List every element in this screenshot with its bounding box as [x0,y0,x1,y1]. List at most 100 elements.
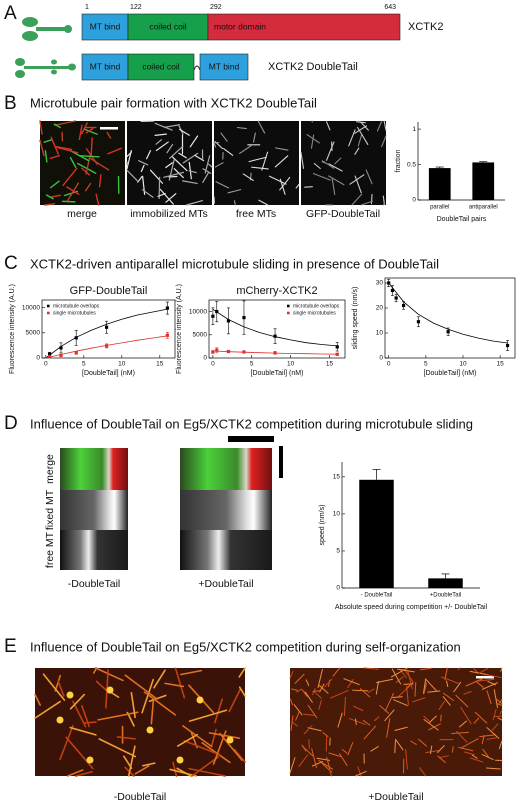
filament [227,189,242,194]
filament [106,131,112,139]
row-label: fixed MT [44,489,56,530]
legend-label: microtubule overlaps [293,303,340,309]
filament [362,719,371,726]
filament [94,667,124,682]
x-tick-label: antiparallel [469,205,498,211]
image-label: free MTs [236,208,276,220]
filament [453,681,462,693]
x-tick-label: 10 [459,361,467,368]
kymograph [60,530,128,570]
filament [476,681,484,688]
filament [313,691,322,699]
y-tick-label: 10000 [189,308,207,315]
filament [92,667,98,674]
data-point [211,314,215,318]
kymograph [60,448,128,490]
construct-name: XCTK2 DoubleTail [268,61,358,73]
filament [414,682,417,697]
y-tick-label: 10 [376,330,384,337]
filament [405,749,408,770]
filament [84,182,92,192]
filament [376,120,383,132]
image-label: immobilized MTs [130,208,208,220]
filament [66,186,80,195]
domain-label: MT bind [90,61,121,71]
filament [134,765,150,775]
filament [204,155,211,174]
filament [478,667,489,674]
panel-title: Microtubule pair formation with XCTK2 Do… [30,95,317,110]
x-tick-label: 0 [211,361,215,368]
residue-number: 122 [130,4,142,11]
legend-marker [47,304,50,308]
filament [481,753,494,761]
filament [354,770,367,777]
error-bar [479,161,488,163]
data-point [211,350,215,354]
filament [328,175,345,186]
filament [370,194,373,205]
filament [301,689,308,697]
filament [348,718,366,725]
filament [499,709,503,715]
filament [303,713,316,717]
y-tick-label: 0 [379,355,383,362]
filament [311,760,323,767]
filament [233,748,246,763]
filament [178,152,187,159]
construct-name: XCTK2 [408,21,443,33]
x-tick-label: - DoubleTail [361,593,393,599]
y-tick-label: 5000 [26,330,41,337]
filament [238,667,246,678]
filament [289,757,296,774]
filament [295,183,300,189]
error-bar [372,469,381,480]
filament [464,751,475,756]
filament [174,667,186,699]
y-tick-label: 5 [336,548,340,555]
filament [354,175,362,194]
plot-frame [384,277,516,359]
filament [303,725,313,735]
filament [354,125,368,134]
filament [164,682,185,688]
chart-title: GFP-DoubleTail [70,285,148,297]
micrograph [214,121,299,205]
filament [367,688,375,693]
panel-letter: A [4,3,17,24]
filament [455,694,469,708]
data-point [387,281,391,285]
filament [500,667,503,672]
filament [354,147,360,155]
data-point [401,303,406,308]
residue-number: 292 [210,4,222,11]
filament [289,670,294,679]
filament [176,733,198,747]
filament [390,667,408,678]
filament [57,680,65,697]
filament [83,128,98,135]
filament [207,163,213,168]
filament [169,768,198,777]
filament [279,176,291,191]
filament [59,724,74,761]
filament [85,127,94,134]
filament [357,126,369,145]
filament [142,189,154,198]
filament [189,135,199,148]
filament [441,676,459,684]
y-axis-label: Fluorescence intensity (A.U.) [9,284,16,374]
filament [479,734,496,738]
x-tick-label: 15 [156,361,164,368]
filament [153,669,166,689]
data-point [273,351,277,355]
y-tick-label: 10000 [22,304,40,311]
filament [155,141,169,152]
filament [304,691,313,703]
filament [238,686,246,697]
data-point [215,348,219,352]
filament [274,155,289,168]
kymograph [180,530,272,570]
data-point [226,319,231,323]
filament [290,715,294,731]
